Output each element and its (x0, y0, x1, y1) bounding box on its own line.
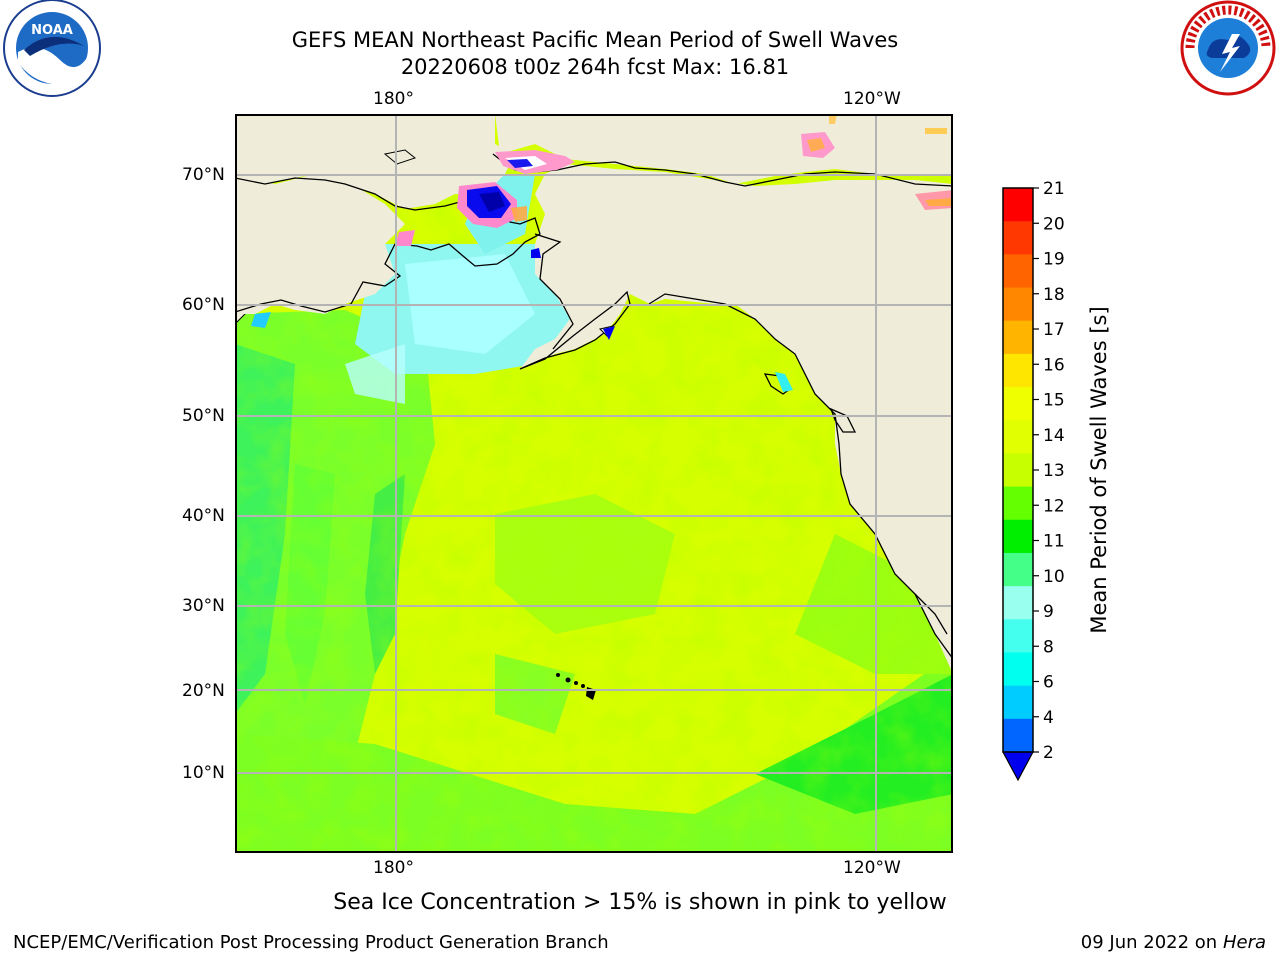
colorbar-tick-label: 8 (1043, 637, 1054, 657)
lat-label-50n: 50°N (182, 406, 225, 426)
colorbar-swatch (1003, 353, 1033, 388)
colorbar-tick-label: 6 (1043, 673, 1054, 693)
colorbar-tick-label: 2 (1043, 743, 1054, 763)
noaa-logo: NOAA (3, 0, 101, 97)
colorbar-swatch (1003, 320, 1033, 355)
colorbar-swatch (1003, 387, 1033, 421)
footer-credit: NCEP/EMC/Verification Post Processing Pr… (13, 932, 609, 953)
colorbar-tick-label: 9 (1043, 602, 1054, 622)
footer-date-text: 09 Jun 2022 on (1080, 932, 1218, 953)
colorbar-swatch (1003, 287, 1033, 322)
colorbar-tick-label: 17 (1043, 320, 1065, 340)
colorbar-swatch (1003, 652, 1033, 687)
lat-label-60n: 60°N (182, 295, 225, 315)
colorbar-tick-label: 4 (1043, 708, 1054, 728)
colorbar-tick-label: 20 (1043, 214, 1065, 234)
nws-logo (1180, 0, 1276, 96)
footer-date: 09 Jun 2022 on Hera (1081, 932, 1266, 953)
lat-label-40n: 40°N (182, 506, 225, 526)
lon-label-bottom-180: 180° (373, 858, 414, 878)
colorbar-tick-label: 10 (1043, 567, 1065, 587)
colorbar-tick-label: 13 (1043, 461, 1065, 481)
footer-machine: Hera (1222, 932, 1266, 953)
map-area (235, 114, 953, 853)
chart-title: GEFS MEAN Northeast Pacific Mean Period … (291, 28, 899, 52)
colorbar-label: Mean Period of Swell Waves [s] (1087, 306, 1111, 634)
colorbar-swatch (1003, 254, 1033, 289)
lon-label-top-120w: 120°W (843, 89, 901, 109)
colorbar-swatch (1003, 519, 1033, 554)
noaa-logo-text: NOAA (31, 23, 73, 38)
colorbar-swatch (1003, 486, 1033, 521)
sea-ice-note: Sea Ice Concentration > 15% is shown in … (333, 890, 947, 915)
chart-subtitle: 20220608 t00z 264h fcst Max: 16.81 (400, 55, 790, 79)
colorbar-tick-label: 21 (1043, 180, 1065, 199)
lat-label-20n: 20°N (182, 681, 225, 701)
lon-label-top-180: 180° (373, 89, 414, 109)
colorbar-tick-label: 12 (1043, 496, 1065, 516)
lat-label-30n: 30°N (182, 596, 225, 616)
colorbar-swatch (1003, 685, 1033, 720)
colorbar: 21 20 19 18 17 16 15 14 13 12 11 10 9 8 6 4 2 (1001, 180, 1065, 782)
lat-label-70n: 70°N (182, 165, 225, 185)
colorbar-swatch (1003, 188, 1033, 222)
colorbar-swatch (1003, 552, 1033, 587)
colorbar-swatch (1003, 453, 1033, 488)
colorbar-tick-label: 15 (1043, 391, 1065, 411)
colorbar-swatch (1003, 221, 1033, 255)
lon-label-bottom-120w: 120°W (843, 858, 901, 878)
colorbar-swatch (1003, 718, 1033, 753)
colorbar-swatch (1003, 619, 1033, 653)
colorbar-tick-label: 18 (1043, 285, 1065, 305)
colorbar-tick-label: 19 (1043, 250, 1065, 270)
colorbar-tick-label: 16 (1043, 355, 1065, 375)
colorbar-tick-label: 11 (1043, 532, 1065, 552)
colorbar-tick-label: 14 (1043, 426, 1065, 446)
colorbar-swatch (1003, 586, 1033, 620)
colorbar-swatch (1003, 420, 1033, 454)
lat-label-10n: 10°N (182, 763, 225, 783)
